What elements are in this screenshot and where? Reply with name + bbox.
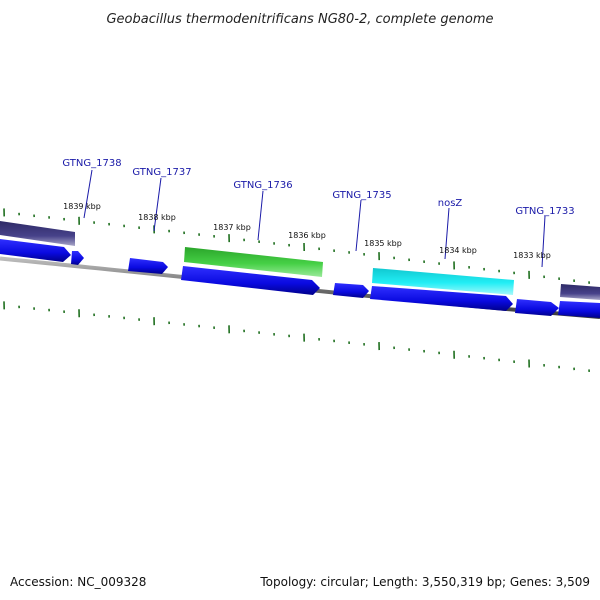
gene-label-gtng-1735[interactable]: GTNG_1735 (332, 190, 391, 201)
label-leaders (83, 169, 546, 268)
feature-gtng-1736-highlight[interactable] (184, 247, 323, 277)
gene-label-gtng-1733[interactable]: GTNG_1733 (515, 206, 574, 217)
coord-label-1833: 1833 kbp (513, 251, 551, 260)
gene-label-gtng-1737[interactable]: GTNG_1737 (132, 167, 191, 178)
coord-label-1838: 1838 kbp (138, 213, 176, 222)
coord-label-1839: 1839 kbp (63, 202, 101, 211)
cds-arrow-3[interactable] (128, 258, 168, 274)
coord-label-1836: 1836 kbp (288, 231, 326, 240)
coord-label-1834: 1834 kbp (439, 246, 477, 255)
gene-label-nosz[interactable]: nosZ (438, 198, 463, 209)
leader-nosz (444, 207, 450, 260)
feature-dark-right[interactable] (560, 284, 600, 300)
upper-tick-ring (3, 208, 590, 284)
cds-arrow-8[interactable] (558, 301, 600, 318)
gene-label-gtng-1738[interactable]: GTNG_1738 (62, 158, 121, 169)
map-title: Geobacillus thermodenitrificans NG80-2, … (106, 12, 493, 27)
cds-arrow-7[interactable] (515, 299, 559, 316)
coordinate-labels: 1839 kbp 1838 kbp 1837 kbp 1836 kbp 1835… (63, 202, 551, 260)
feature-track-upper (0, 221, 600, 300)
feature-dark-left[interactable] (0, 221, 75, 246)
cds-arrow-5[interactable] (333, 283, 369, 298)
coord-label-1837: 1837 kbp (213, 223, 251, 232)
lower-tick-ring (3, 301, 590, 372)
cds-arrow-2[interactable] (71, 251, 84, 265)
leader-gtng-1736 (257, 190, 264, 241)
coord-label-1835: 1835 kbp (364, 239, 402, 248)
leader-gtng-1733 (541, 215, 546, 268)
feature-nosz-highlight[interactable] (372, 268, 514, 295)
gene-label-gtng-1736[interactable]: GTNG_1736 (233, 180, 292, 191)
cds-arrow-6[interactable] (370, 286, 513, 311)
accession-text: Accession: NC_009328 (10, 575, 146, 589)
cds-track (0, 239, 600, 318)
leader-gtng-1737 (153, 177, 162, 232)
cds-arrow-4[interactable] (181, 266, 320, 295)
cds-arrow-1[interactable] (0, 239, 71, 262)
leader-gtng-1735 (355, 199, 362, 252)
leader-gtng-1738 (83, 169, 93, 219)
genome-summary-text: Topology: circular; Length: 3,550,319 bp… (259, 575, 590, 589)
gene-labels: GTNG_1738 GTNG_1737 GTNG_1736 GTNG_1735 … (62, 158, 574, 217)
